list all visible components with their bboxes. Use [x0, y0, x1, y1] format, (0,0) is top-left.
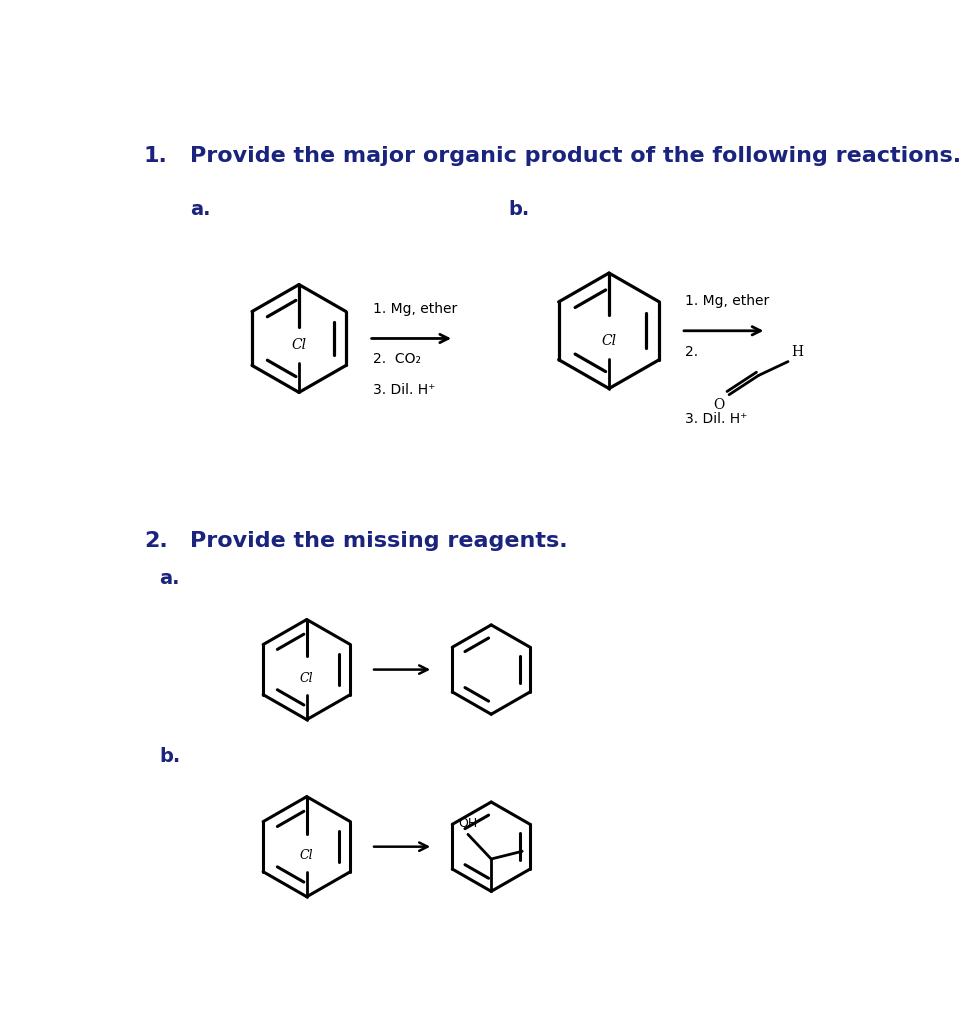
Text: a.: a. — [190, 200, 211, 219]
Text: 2.  CO₂: 2. CO₂ — [373, 352, 420, 367]
Text: 1.: 1. — [144, 146, 168, 166]
Text: Provide the missing reagents.: Provide the missing reagents. — [190, 531, 568, 551]
Text: Cl: Cl — [299, 849, 314, 862]
Text: Cl: Cl — [602, 335, 616, 348]
Text: 2.: 2. — [685, 345, 698, 358]
Text: b.: b. — [508, 200, 529, 219]
Text: Provide the major organic product of the following reactions.: Provide the major organic product of the… — [190, 146, 961, 166]
Text: 2.: 2. — [144, 531, 168, 551]
Text: H: H — [791, 344, 803, 358]
Text: 3. Dil. H⁺: 3. Dil. H⁺ — [373, 383, 435, 397]
Text: 1. Mg, ether: 1. Mg, ether — [373, 301, 457, 315]
Text: OH: OH — [458, 817, 477, 829]
Text: a.: a. — [159, 569, 180, 589]
Text: O: O — [713, 397, 724, 412]
Text: 1. Mg, ether: 1. Mg, ether — [685, 294, 769, 308]
Text: 3. Dil. H⁺: 3. Dil. H⁺ — [685, 412, 748, 426]
Text: Cl: Cl — [299, 672, 314, 685]
Text: Cl: Cl — [292, 338, 306, 352]
Text: b.: b. — [159, 746, 181, 766]
